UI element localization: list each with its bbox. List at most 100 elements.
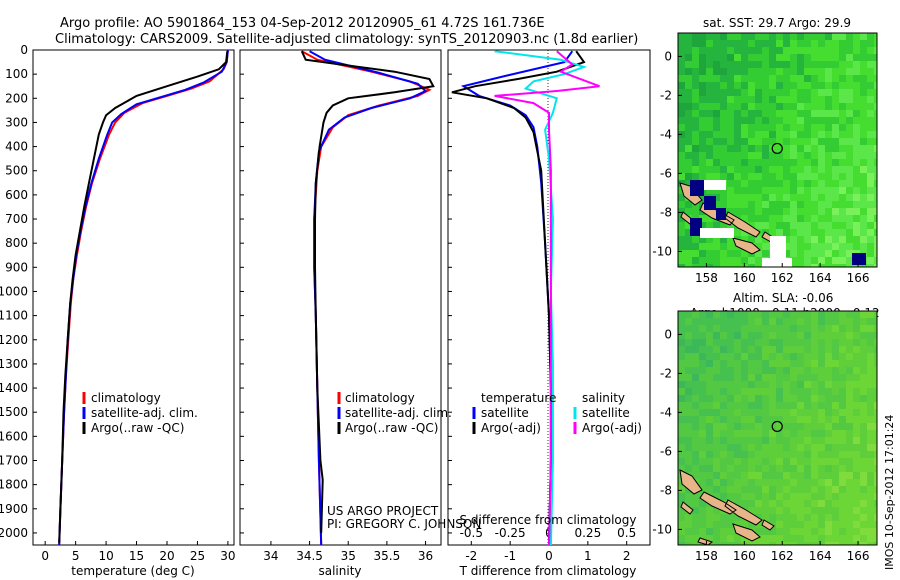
temperature-lines [58,50,229,545]
map-cell [811,138,818,145]
map-cell [853,47,860,54]
map-cell [818,451,825,458]
map-cell [699,89,706,96]
map-cell [769,381,776,388]
series-line-s-argo [494,50,600,545]
map-cell [755,325,762,332]
map-cell [755,339,762,346]
map-cell [811,180,818,187]
map-cell [776,215,783,222]
temperature-panel: 0100200300400500600700800900100011001200… [0,43,452,578]
map-cell [874,68,877,75]
map-cell [790,40,797,47]
map-cell [678,367,685,374]
map-cell [685,124,692,131]
map-cell [776,395,783,402]
map-cell [678,381,685,388]
map-cell [678,514,685,521]
map-cell [762,535,769,542]
s-difference-label: S difference from climatology [460,513,637,527]
map-cell [783,187,790,194]
temperature-tick-labels: 0 5 10 15 20 25 30 [41,541,236,563]
map-cell [685,201,692,208]
map-cell [839,208,846,215]
map-cell [706,187,713,194]
map-cell [783,437,790,444]
map-cell [741,332,748,339]
map-cell [685,166,692,173]
map-cell [846,229,853,236]
map-cell [825,437,832,444]
legend-salinity-title: salinity [582,391,625,405]
map-cell [797,430,804,437]
depth-tick-label: 700 [5,212,28,226]
map-cell [825,250,832,257]
map-cell [699,528,706,535]
map-cell [741,68,748,75]
map-cell [727,173,734,180]
map-cell [706,388,713,395]
map-cell [818,542,825,545]
map-cell [832,332,839,339]
map-cell [860,229,867,236]
map-cell [846,374,853,381]
map-cell [874,451,877,458]
map-cell [720,145,727,152]
map-cell [853,374,860,381]
map-cell [825,33,832,40]
depth-tick-label: 100 [5,67,28,81]
map-cell [692,521,699,528]
map-cell [853,493,860,500]
map-cell [685,110,692,117]
depth-tick-label: 600 [5,188,28,202]
map-cell [804,318,811,325]
map-cell [734,486,741,493]
map-cell [678,82,685,89]
map-cell [720,75,727,82]
map-cell [874,542,877,545]
map-cell [804,472,811,479]
map-cell [867,528,874,535]
map-cell [825,339,832,346]
longitude-tick-labels: 158 160 162 164 166 [695,263,870,285]
map-cell [783,82,790,89]
map-cell [748,479,755,486]
map-cell [699,430,706,437]
map-cell [769,318,776,325]
map-cell [846,381,853,388]
map-cell [762,40,769,47]
map-cell [706,145,713,152]
map-cell [846,82,853,89]
map-cell [874,423,877,430]
map-cell [825,458,832,465]
map-cell [685,444,692,451]
map-cell [699,124,706,131]
map-cell [706,47,713,54]
map-cell [727,465,734,472]
map-cell [797,96,804,103]
map-cell [783,40,790,47]
map-cell [832,416,839,423]
map-cell [874,166,877,173]
map-cell [685,353,692,360]
map-cell [867,402,874,409]
map-cell [790,33,797,40]
map-cell [867,416,874,423]
map-cell [755,360,762,367]
map-cell [776,381,783,388]
map-cell [734,47,741,54]
map-cell [790,479,797,486]
map-cell [713,430,720,437]
map-cell [846,346,853,353]
map-cell [755,507,762,514]
map-cell [776,346,783,353]
map-cell [867,500,874,507]
map-cell [867,332,874,339]
map-cell [727,257,734,264]
map-cell [755,486,762,493]
map-cell [818,89,825,96]
map-cell [678,395,685,402]
map-cell [790,388,797,395]
map-cell [776,444,783,451]
map-cell [867,437,874,444]
